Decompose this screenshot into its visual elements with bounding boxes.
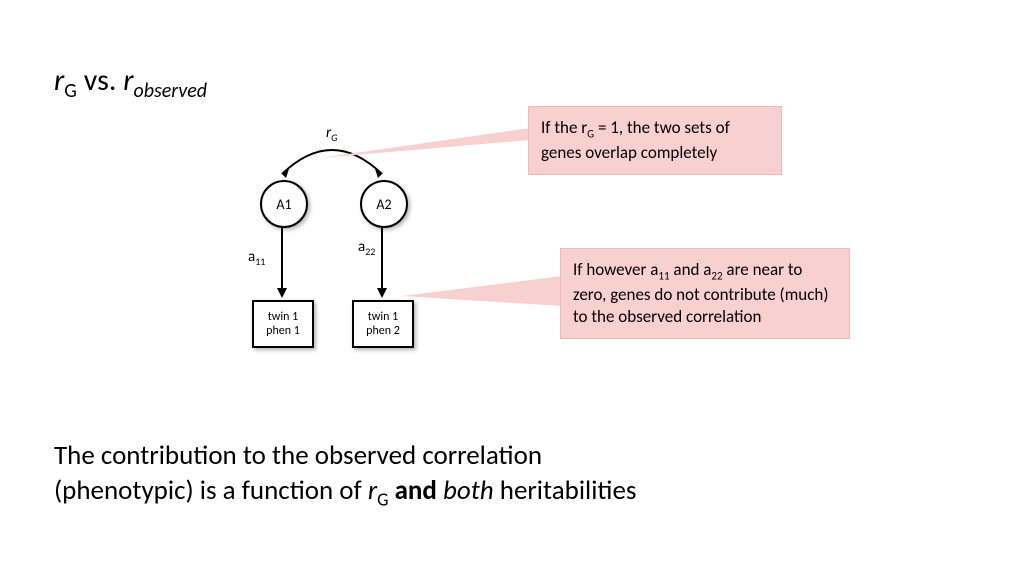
callout2-pointer: [402, 276, 562, 316]
path-diagram: rG A1 A2 a11 a22 twin 1phen 1 twin 1phen…: [240, 140, 460, 380]
title-r2: r: [123, 62, 133, 99]
callout-rg-equals-1: If the rG = 1, the two sets of genes ove…: [528, 106, 782, 175]
node-a2: A2: [360, 180, 408, 228]
a22-label: a22: [358, 238, 375, 258]
a11-label: a11: [248, 248, 265, 268]
box-twin1-phen1: twin 1phen 1: [252, 300, 314, 348]
callout-a-near-zero: If however a11 and a22 are near to zero,…: [560, 248, 850, 339]
title-r1: r: [54, 62, 64, 99]
slide-title: rG vs. robserved: [54, 62, 207, 103]
title-sub1: G: [64, 79, 77, 103]
conclusion-text: The contribution to the observed correla…: [54, 438, 954, 512]
title-vs: vs.: [77, 62, 123, 99]
callout1-pointer: [320, 128, 530, 168]
title-sub2: observed: [134, 79, 208, 103]
node-a1: A1: [260, 180, 308, 228]
